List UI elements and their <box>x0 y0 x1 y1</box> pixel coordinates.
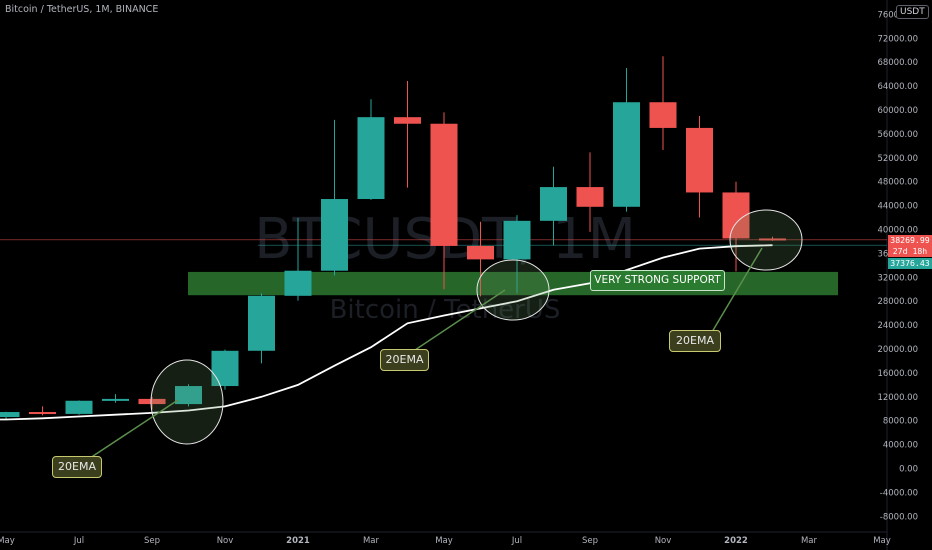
x-tick-label: May <box>0 536 15 546</box>
y-tick-label: 64000.00 <box>877 82 918 92</box>
symbol-header: Bitcoin / TetherUS, 1M, BINANCE <box>5 4 159 15</box>
ema-callout[interactable]: 20EMA <box>380 349 429 371</box>
candle[interactable] <box>0 412 20 417</box>
y-tick-label: 24000.00 <box>877 321 918 331</box>
candle[interactable] <box>248 295 275 351</box>
x-tick-label: 2021 <box>286 536 310 546</box>
y-tick-label: 28000.00 <box>877 297 918 307</box>
y-tick-label: 20000.00 <box>877 345 918 355</box>
x-tick-label: Jul <box>511 536 522 546</box>
highlight-circle[interactable] <box>729 209 803 271</box>
candle[interactable] <box>613 102 640 207</box>
ema-callout[interactable]: 20EMA <box>669 330 721 352</box>
y-tick-label: 0.00 <box>899 465 918 475</box>
callout-pointer <box>89 399 179 459</box>
y-tick-label: 12000.00 <box>877 393 918 403</box>
y-tick-label: 52000.00 <box>877 154 918 164</box>
candle[interactable] <box>211 350 239 387</box>
y-tick-label: 72000.00 <box>877 34 918 44</box>
x-tick-label: Nov <box>217 536 234 546</box>
x-tick-label: Mar <box>363 536 380 546</box>
candle[interactable] <box>540 187 567 221</box>
x-tick-label: Jul <box>73 536 84 546</box>
candle[interactable] <box>759 238 786 241</box>
candle[interactable] <box>175 386 202 405</box>
highlight-circle[interactable] <box>150 359 224 445</box>
candle[interactable] <box>503 220 531 260</box>
candle[interactable] <box>430 123 458 246</box>
candle[interactable] <box>65 400 93 414</box>
candle[interactable] <box>576 187 604 207</box>
callout-pointer <box>711 247 763 333</box>
y-tick-label: 32000.00 <box>877 273 918 283</box>
y-tick-label: 16000.00 <box>877 369 918 379</box>
price-axis[interactable]: -8000.00 -4000.00 0.00 4000.00 8000.00 12000.… <box>877 10 918 522</box>
y-tick-label: 56000.00 <box>877 130 918 140</box>
callout-pointer <box>414 289 506 351</box>
candle[interactable] <box>467 245 494 260</box>
candle[interactable] <box>138 398 166 405</box>
y-tick-label: 44000.00 <box>877 202 918 212</box>
y-tick-label: 60000.00 <box>877 106 918 116</box>
candle[interactable] <box>686 127 713 193</box>
y-tick-label: 68000.00 <box>877 58 918 68</box>
candle[interactable] <box>357 117 385 200</box>
candle[interactable] <box>649 102 677 128</box>
last-price-tag: 38269.99 <box>888 235 932 246</box>
candle[interactable] <box>102 398 129 401</box>
candle[interactable] <box>284 270 312 296</box>
y-tick-label: 8000.00 <box>883 417 918 427</box>
candle[interactable] <box>29 412 56 415</box>
y-tick-label: 40000.00 <box>877 226 918 236</box>
y-tick-label: -4000.00 <box>880 488 918 498</box>
x-tick-label: Nov <box>655 536 672 546</box>
currency-badge[interactable]: USDT <box>896 5 929 19</box>
ema-price-tag: 37376.43 <box>888 258 932 269</box>
highlight-circle[interactable] <box>476 259 550 321</box>
support-label[interactable]: VERY STRONG SUPPORT <box>590 270 725 291</box>
x-tick-label: May <box>435 536 453 546</box>
x-tick-label: May <box>873 536 891 546</box>
countdown-tag: 27d 18h <box>888 246 932 257</box>
x-tick-label: Sep <box>144 536 160 546</box>
x-tick-label: Mar <box>801 536 818 546</box>
x-tick-label: Sep <box>582 536 598 546</box>
x-tick-label: 2022 <box>724 536 748 546</box>
candle[interactable] <box>394 117 421 124</box>
candles-layer <box>0 56 786 421</box>
y-tick-label: 48000.00 <box>877 178 918 188</box>
candle[interactable] <box>321 199 348 271</box>
ema-line[interactable] <box>0 244 773 421</box>
ema-callout[interactable]: 20EMA <box>52 456 102 478</box>
y-tick-label: -8000.00 <box>880 512 918 522</box>
time-axis[interactable]: May Jul Sep Nov 2021 Mar May Jul Sep Nov 2022 Mar Ma… <box>0 536 891 546</box>
y-tick-label: 4000.00 <box>883 441 918 451</box>
